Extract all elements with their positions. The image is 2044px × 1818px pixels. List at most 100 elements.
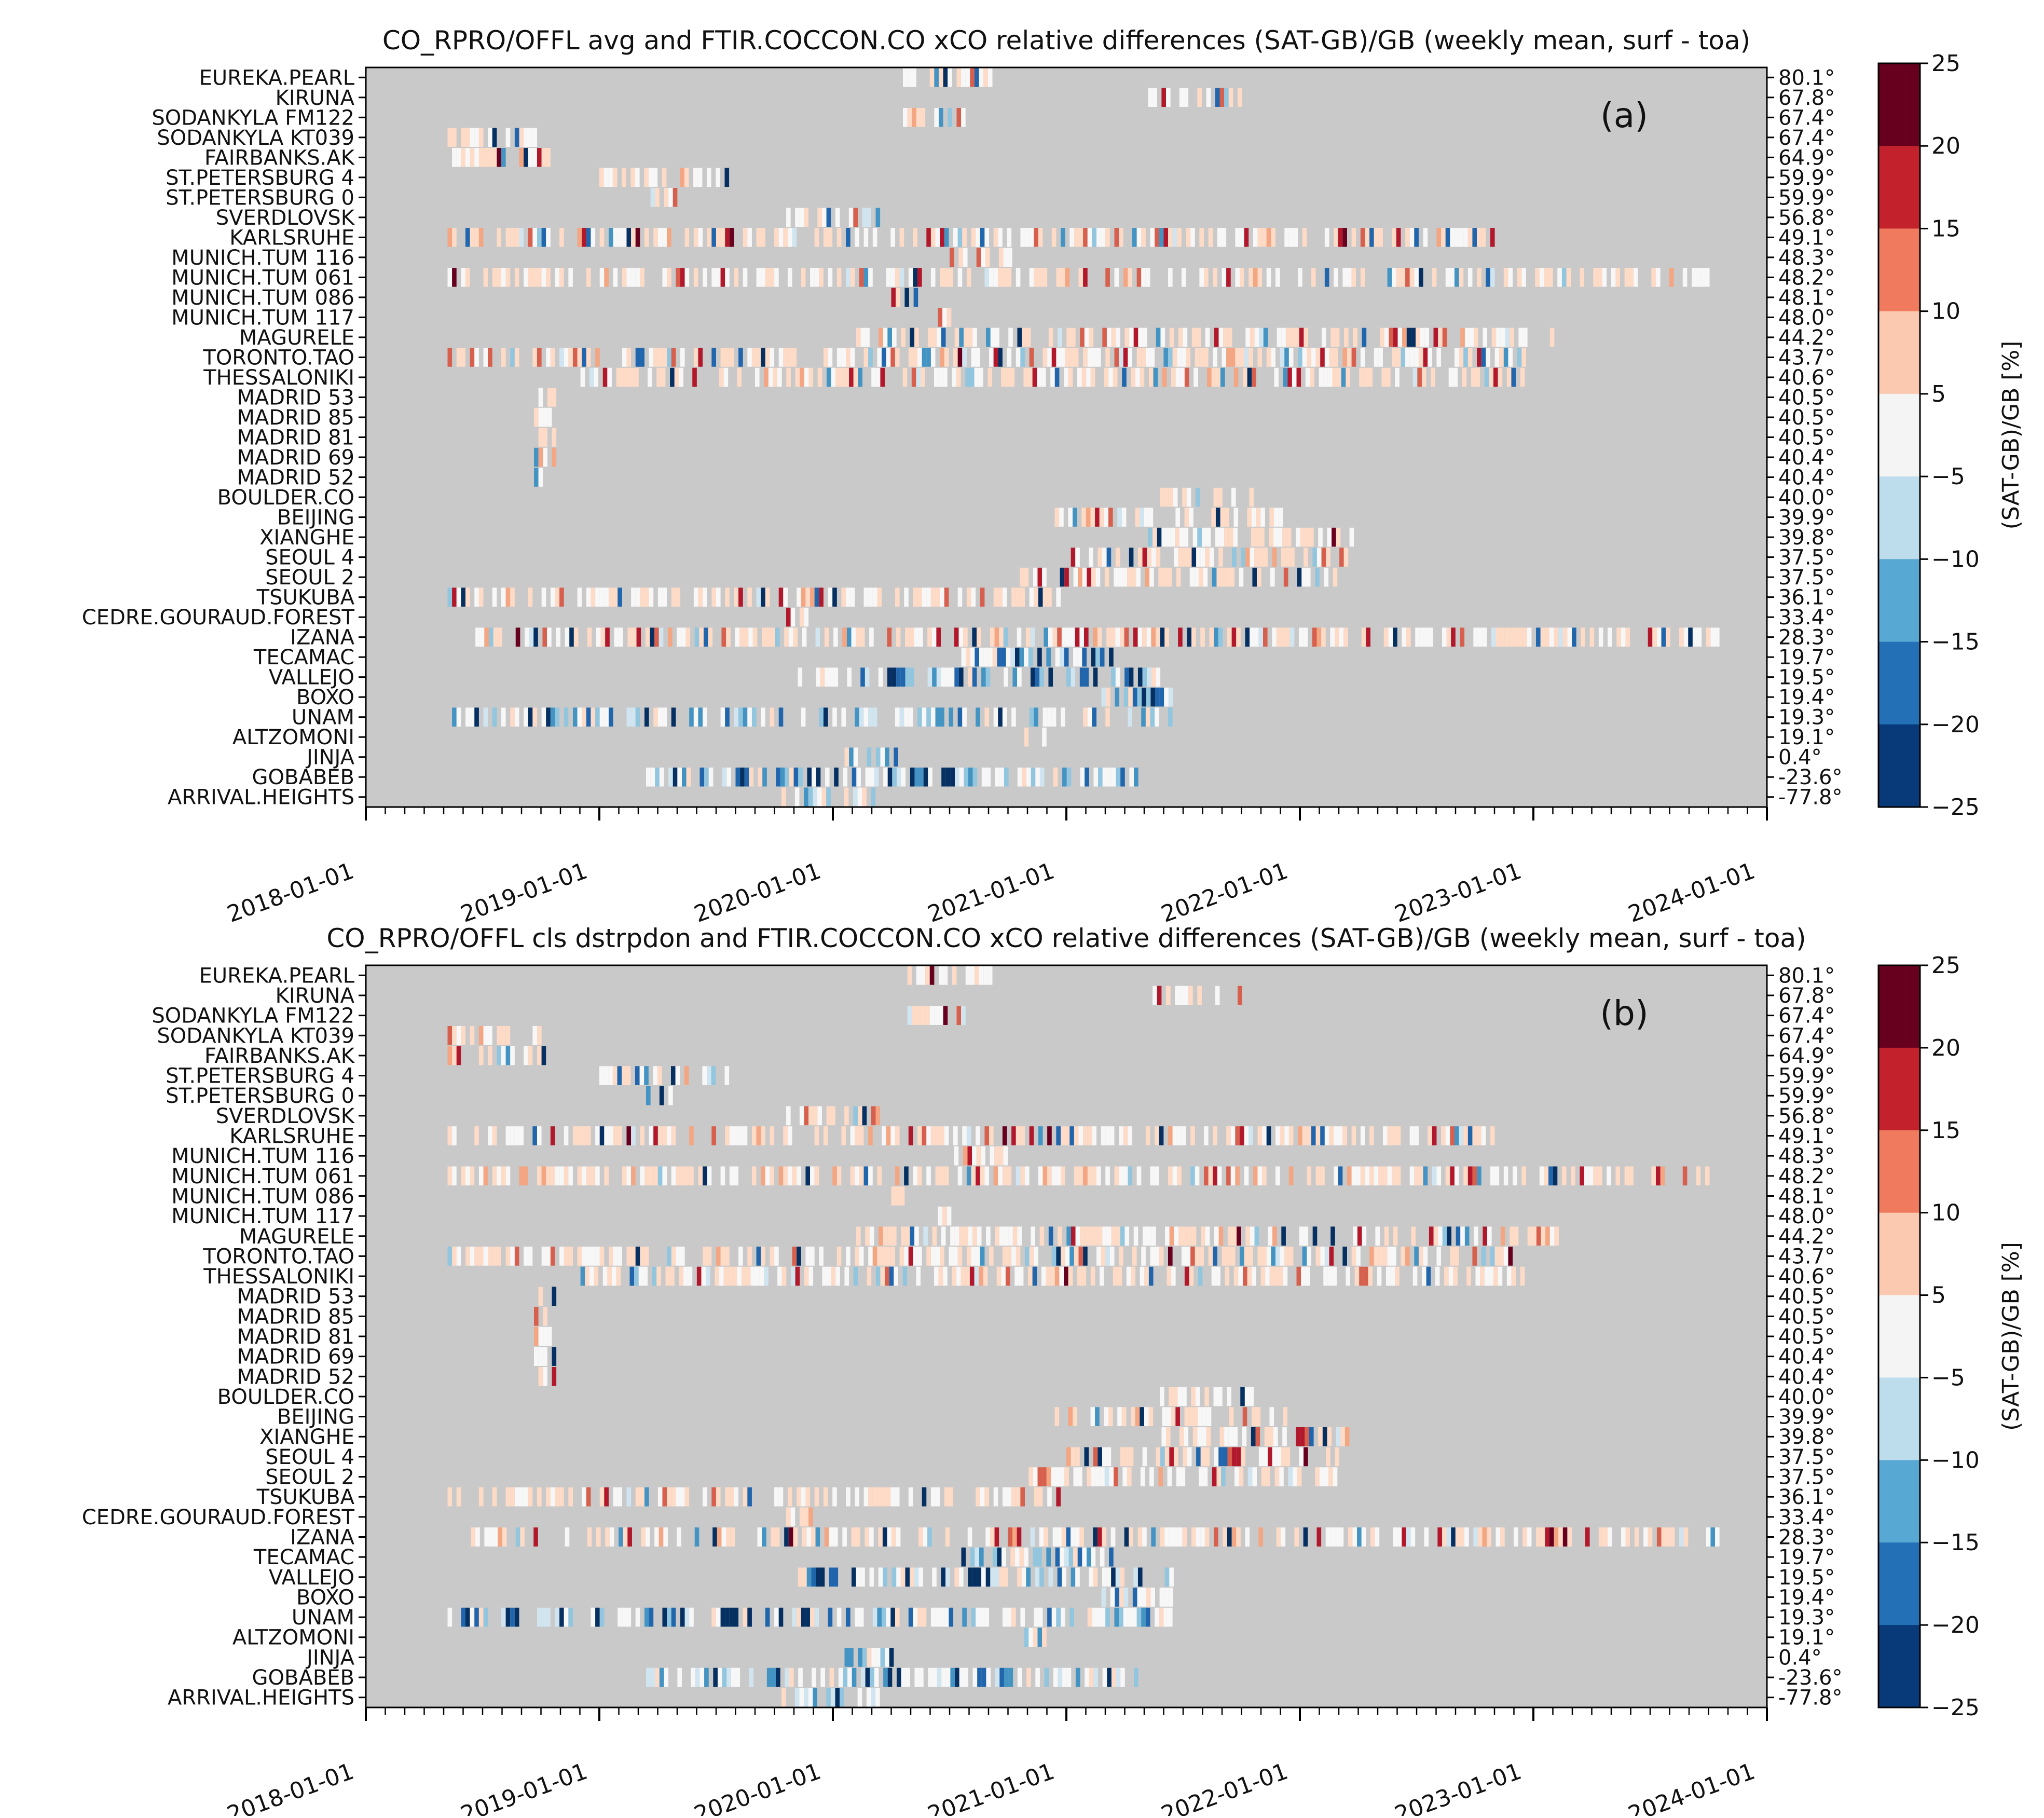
data-cell bbox=[961, 647, 966, 667]
data-cell bbox=[1175, 508, 1180, 527]
station-label: VALLEJO bbox=[269, 1566, 354, 1590]
data-cell bbox=[1540, 627, 1545, 647]
data-cell bbox=[662, 228, 667, 247]
data-cell bbox=[483, 148, 488, 167]
data-cell bbox=[1527, 1226, 1532, 1246]
station-row bbox=[646, 1667, 1138, 1687]
data-cell bbox=[883, 767, 888, 787]
data-cell bbox=[940, 1126, 944, 1145]
data-cell bbox=[1177, 1387, 1183, 1406]
data-cell bbox=[826, 1266, 831, 1286]
data-cell bbox=[1666, 1527, 1670, 1547]
data-cell bbox=[447, 1166, 452, 1186]
data-cell bbox=[815, 1527, 820, 1547]
data-cell bbox=[728, 1266, 733, 1286]
data-cell bbox=[1280, 1247, 1285, 1266]
colorbar-segment bbox=[1878, 1460, 1920, 1543]
data-cell bbox=[470, 1247, 475, 1266]
data-cell bbox=[1077, 1266, 1082, 1286]
data-cell bbox=[684, 268, 690, 287]
data-cell bbox=[599, 228, 605, 247]
data-cell bbox=[1119, 1247, 1123, 1266]
station-label: MADRID 85 bbox=[237, 406, 354, 430]
data-cell bbox=[908, 1247, 913, 1266]
data-cell bbox=[1661, 1527, 1666, 1547]
data-cell bbox=[1212, 1467, 1217, 1486]
data-cell bbox=[722, 1667, 727, 1687]
data-cell bbox=[810, 587, 815, 607]
colorbar-label: (SAT-GB)/GB [%] bbox=[1998, 1242, 2024, 1431]
data-cell bbox=[1144, 508, 1149, 527]
data-cell bbox=[940, 348, 944, 367]
data-cell bbox=[1296, 1427, 1300, 1446]
data-cell bbox=[1411, 1226, 1416, 1246]
data-cell bbox=[1057, 627, 1062, 647]
data-cell bbox=[962, 1126, 967, 1145]
data-cell bbox=[1047, 348, 1052, 367]
data-cell bbox=[1014, 1266, 1019, 1286]
data-cell bbox=[1155, 1247, 1159, 1266]
data-cell bbox=[895, 1607, 900, 1627]
data-cell bbox=[1071, 1447, 1076, 1467]
data-cell bbox=[840, 367, 845, 387]
data-cell bbox=[1206, 88, 1211, 107]
data-cell bbox=[1255, 527, 1260, 547]
data-cell bbox=[452, 707, 457, 727]
data-cell bbox=[1199, 268, 1204, 287]
data-cell bbox=[1236, 627, 1241, 647]
station-label: SEOUL 4 bbox=[265, 546, 354, 570]
data-cell bbox=[1245, 548, 1250, 567]
data-cell bbox=[972, 1567, 977, 1587]
station-row bbox=[447, 1487, 1061, 1507]
data-cell bbox=[1277, 1447, 1281, 1467]
data-cell bbox=[913, 587, 918, 607]
data-cell bbox=[860, 1667, 866, 1687]
data-cell bbox=[958, 1567, 964, 1587]
data-cell bbox=[850, 268, 855, 287]
station-row bbox=[534, 1307, 547, 1326]
data-cell bbox=[833, 667, 839, 687]
data-cell bbox=[1084, 327, 1089, 347]
data-cell bbox=[1168, 348, 1173, 367]
data-cell bbox=[1058, 1667, 1063, 1687]
data-cell bbox=[1065, 1247, 1070, 1266]
station-row bbox=[950, 248, 1012, 267]
data-cell bbox=[910, 667, 914, 687]
data-cell bbox=[1001, 1266, 1006, 1286]
data-cell bbox=[1196, 1447, 1201, 1467]
data-cell bbox=[1029, 707, 1034, 727]
data-cell bbox=[1161, 1427, 1166, 1446]
data-cell bbox=[1257, 567, 1261, 587]
data-cell bbox=[547, 1327, 552, 1346]
data-cell bbox=[1162, 567, 1168, 587]
data-cell bbox=[1195, 348, 1200, 367]
data-cell bbox=[890, 268, 895, 287]
data-cell bbox=[716, 268, 721, 287]
latitude-label: 39.9° bbox=[1778, 1405, 1835, 1429]
data-cell bbox=[907, 108, 912, 127]
data-cell bbox=[456, 1046, 461, 1065]
colorbar-segment bbox=[1878, 1377, 1920, 1460]
data-cell bbox=[635, 268, 640, 287]
data-cell bbox=[887, 1527, 892, 1547]
data-cell bbox=[1397, 327, 1403, 347]
data-cell bbox=[750, 1266, 755, 1286]
data-cell bbox=[954, 667, 959, 687]
data-cell bbox=[1438, 327, 1443, 347]
data-cell bbox=[1384, 327, 1389, 347]
data-cell bbox=[702, 1066, 707, 1085]
data-cell bbox=[1004, 1667, 1009, 1687]
data-cell bbox=[1554, 1527, 1559, 1547]
data-cell bbox=[1155, 707, 1159, 727]
data-cell bbox=[550, 707, 555, 727]
data-cell bbox=[816, 767, 821, 787]
data-cell bbox=[1109, 1547, 1114, 1567]
data-cell bbox=[1156, 327, 1161, 347]
data-cell bbox=[1126, 1266, 1131, 1286]
data-cell bbox=[1042, 707, 1048, 727]
data-cell bbox=[1327, 1266, 1333, 1286]
data-cell bbox=[970, 647, 975, 667]
data-cell bbox=[908, 1607, 913, 1627]
data-cell bbox=[950, 667, 955, 687]
data-cell bbox=[926, 587, 931, 607]
